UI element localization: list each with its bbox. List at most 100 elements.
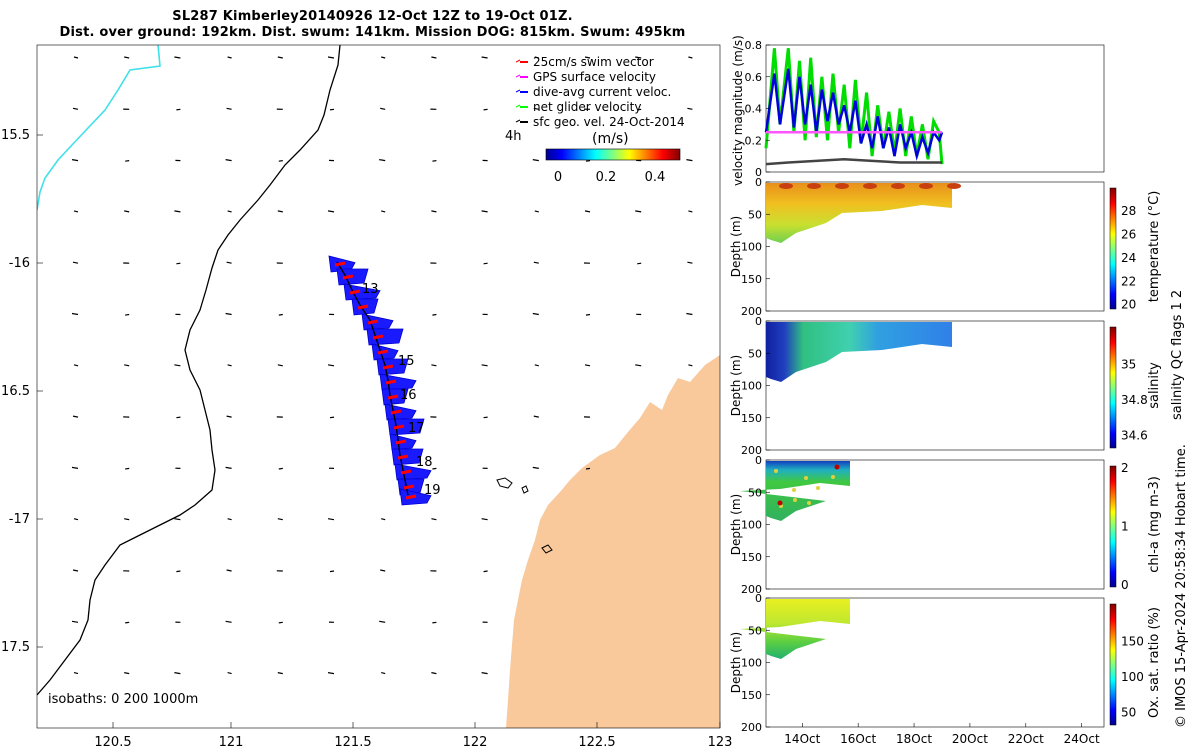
velocity-tick-label: 0 xyxy=(755,166,762,179)
depth-tick-label: 100 xyxy=(741,519,762,532)
vector-arrow xyxy=(174,364,181,367)
swim-vector xyxy=(400,469,412,475)
colorbar-tick-label: 22 xyxy=(1121,274,1136,288)
day-label: 15 xyxy=(398,354,415,369)
swim-vector xyxy=(387,394,399,400)
colorbar-tick-label: 20 xyxy=(1121,298,1136,312)
legend-swatch xyxy=(515,104,521,108)
vector-arrow xyxy=(278,467,283,470)
chl-point xyxy=(792,488,796,492)
vector-arrow xyxy=(381,56,386,59)
vector-arrow xyxy=(278,160,283,162)
velocity-tick-label: 0.8 xyxy=(745,39,763,52)
depth-tick-label: 200 xyxy=(741,444,762,457)
chl-point xyxy=(816,486,820,490)
depth-tick-label: 200 xyxy=(741,305,762,318)
depth-tick-label: 0 xyxy=(755,315,762,328)
vector-arrow xyxy=(637,262,642,265)
vector-arrow xyxy=(532,466,539,469)
vector-arrow xyxy=(687,261,693,264)
vector-arrow xyxy=(381,210,386,213)
map-frame xyxy=(36,44,721,729)
legend-swatch xyxy=(515,89,521,93)
warm-surface-patch xyxy=(919,183,933,189)
warm-surface-patch xyxy=(835,183,849,189)
vector-arrow xyxy=(71,159,79,162)
warm-surface-patch xyxy=(779,183,793,189)
colorbar-tick-label: 1 xyxy=(1121,520,1129,534)
warm-surface-patch xyxy=(863,183,877,189)
vector-arrow xyxy=(125,467,130,470)
swim-vector xyxy=(372,334,384,340)
vector-arrow xyxy=(277,56,283,59)
vector-arrow xyxy=(124,518,130,521)
swim-vector xyxy=(357,304,369,310)
vector-arrow xyxy=(227,518,232,521)
latitude-tick-label: -16 xyxy=(9,256,30,271)
vector-arrow xyxy=(176,262,181,265)
latitude-tick-label: 16.5 xyxy=(1,384,30,399)
vector-arrow xyxy=(329,570,335,573)
vector-arrow xyxy=(379,159,386,162)
section-colorbar xyxy=(1109,465,1117,588)
vector-arrow xyxy=(533,415,539,418)
track-line xyxy=(336,261,409,496)
vector-arrow xyxy=(381,518,386,521)
vector-arrow xyxy=(124,672,130,675)
vector-arrow xyxy=(432,313,437,316)
day-label: 19 xyxy=(424,483,441,498)
vector-arrow xyxy=(329,416,335,419)
warm-surface-patch xyxy=(891,183,905,189)
vector-arrow xyxy=(431,364,437,367)
vector-arrow xyxy=(431,518,437,521)
chla-panel: 0 50 100 150 200 Depth (m) 0 1 2 chl-a (mg m-3) xyxy=(729,454,1162,596)
depth-tick-label: 50 xyxy=(748,624,762,637)
day-labels: 13 15 16 17 18 19 xyxy=(362,282,441,498)
vector-arrow xyxy=(327,210,335,213)
warm-surface-patch xyxy=(947,183,961,189)
depth-tick-label: 100 xyxy=(741,241,762,254)
vector-arrow xyxy=(481,210,488,213)
vector-arrow xyxy=(176,570,181,573)
velocity-series-line xyxy=(764,68,944,162)
depth-tick-label: 50 xyxy=(748,347,762,360)
colorbar-tick-label: 50 xyxy=(1121,705,1136,719)
colorbar-tick-label: 0 xyxy=(554,170,562,185)
velocity-series xyxy=(764,48,944,166)
island xyxy=(496,477,513,489)
vector-arrow xyxy=(380,107,386,110)
swim-vector xyxy=(395,439,407,445)
vector-arrow xyxy=(278,313,283,316)
colorbar-label: temperature (°C) xyxy=(1147,191,1162,303)
vector-arrow xyxy=(125,313,130,316)
latitude-ticks: 15.5 -16 16.5 -17 17.5 xyxy=(1,128,43,655)
depth-ylabel: Depth (m) xyxy=(729,632,743,693)
vector-arrow xyxy=(686,312,693,316)
chl-point xyxy=(793,498,797,502)
vector-arrow xyxy=(124,56,130,59)
vector-arrow xyxy=(432,467,437,470)
longitude-tick-label: 121.5 xyxy=(334,735,371,750)
section-colorbar xyxy=(1109,187,1117,310)
vector-arrow xyxy=(226,261,232,264)
swim-vector xyxy=(403,484,415,490)
vector-arrow xyxy=(379,620,386,623)
speed-colorbar-ticks: 0 0.2 0.4 xyxy=(554,170,665,185)
vector-arrow xyxy=(534,364,539,367)
vector-arrow xyxy=(72,415,79,418)
vector-arrow xyxy=(327,518,335,521)
vector-arrow xyxy=(71,620,79,623)
vector-arrow xyxy=(635,364,642,367)
chl-point xyxy=(834,464,840,470)
swim-vector xyxy=(349,289,361,295)
island xyxy=(541,544,553,554)
vector-arrow xyxy=(125,621,130,624)
vector-arrow xyxy=(635,56,642,59)
vector-arrow xyxy=(481,672,488,675)
vector-arrow xyxy=(174,518,181,521)
salinity-panel: 0 50 100 150 200 Depth (m) 34.6 34.8 35 salinity xyxy=(729,315,1162,457)
map-panel: 13 15 16 17 18 19 120.5 121 121.5 122 122.5 123 15… xyxy=(1,44,732,750)
depth-tick-label: 200 xyxy=(741,721,762,734)
vector-arrow xyxy=(584,56,591,59)
